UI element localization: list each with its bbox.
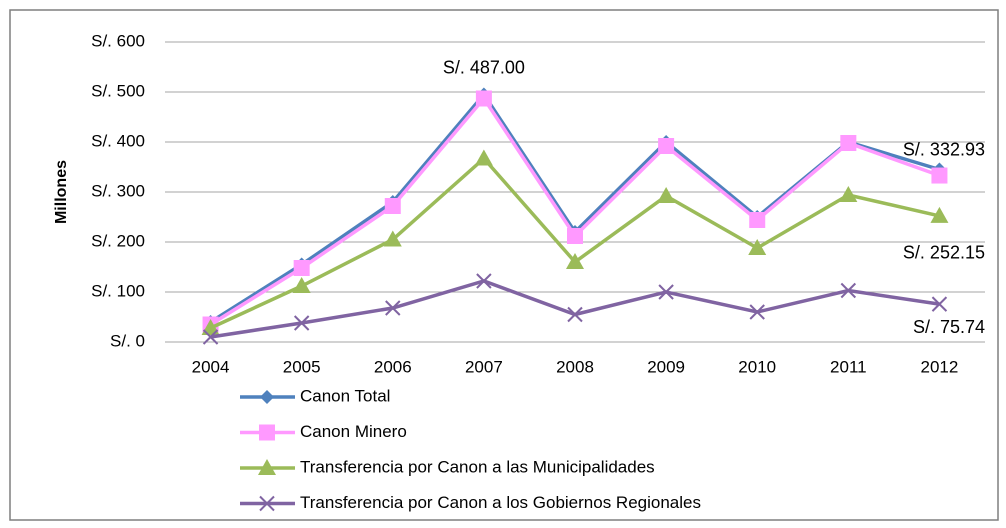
legend-label: Canon Minero bbox=[300, 422, 407, 441]
data-label: S/. 75.74 bbox=[913, 317, 985, 337]
chart-border bbox=[9, 9, 999, 521]
data-label: S/. 487.00 bbox=[443, 57, 525, 77]
data-point bbox=[292, 277, 311, 293]
data-point bbox=[567, 228, 583, 244]
y-axis-label: Millones bbox=[53, 160, 70, 224]
data-point bbox=[293, 260, 310, 276]
legend-label: Transferencia por Canon a las Municipali… bbox=[300, 457, 655, 476]
data-point bbox=[293, 315, 310, 331]
y-tick-label: S/. 600 bbox=[91, 31, 145, 50]
data-label: S/. 252.15 bbox=[903, 243, 985, 263]
y-tick-label: S/. 300 bbox=[91, 181, 145, 200]
data-point bbox=[657, 187, 676, 203]
x-tick-label: 2007 bbox=[465, 357, 503, 376]
data-point bbox=[840, 135, 857, 151]
legend-label: Canon Total bbox=[300, 386, 390, 405]
legend-marker bbox=[260, 390, 274, 404]
data-point bbox=[476, 273, 492, 289]
x-tick-label: 2004 bbox=[192, 357, 230, 376]
data-point bbox=[383, 230, 402, 247]
data-point bbox=[384, 198, 401, 214]
data-point bbox=[749, 304, 765, 320]
x-tick-label: 2009 bbox=[647, 357, 685, 376]
y-tick-label: S/. 100 bbox=[91, 281, 145, 300]
y-tick-label: S/. 400 bbox=[91, 131, 145, 150]
data-point bbox=[839, 186, 858, 202]
x-tick-label: 2012 bbox=[921, 357, 959, 376]
data-point bbox=[931, 296, 948, 312]
data-point bbox=[930, 206, 949, 223]
data-point bbox=[385, 300, 401, 316]
y-tick-label: S/. 500 bbox=[91, 81, 145, 100]
data-point bbox=[748, 239, 767, 255]
data-point bbox=[931, 167, 948, 184]
legend-marker bbox=[258, 459, 276, 475]
data-point bbox=[658, 284, 674, 300]
data-point bbox=[749, 212, 766, 228]
data-point bbox=[201, 319, 220, 335]
data-point bbox=[840, 282, 857, 299]
x-tick-label: 2005 bbox=[283, 357, 321, 376]
legend-label: Transferencia por Canon a los Gobiernos … bbox=[300, 493, 701, 512]
data-point bbox=[567, 306, 583, 323]
data-point bbox=[474, 149, 493, 166]
legend-marker bbox=[259, 424, 275, 441]
x-tick-label: 2006 bbox=[374, 357, 412, 376]
legend-marker bbox=[259, 495, 275, 512]
x-tick-label: 2008 bbox=[556, 357, 594, 376]
y-tick-label: S/. 200 bbox=[91, 231, 145, 250]
x-tick-label: 2010 bbox=[738, 357, 776, 376]
y-tick-label: S/. 0 bbox=[110, 331, 145, 350]
data-point bbox=[202, 329, 219, 345]
data-point bbox=[658, 138, 675, 154]
data-point bbox=[566, 253, 584, 269]
x-tick-label: 2011 bbox=[830, 357, 867, 376]
data-point bbox=[475, 90, 492, 107]
data-label: S/. 332.93 bbox=[903, 139, 985, 159]
